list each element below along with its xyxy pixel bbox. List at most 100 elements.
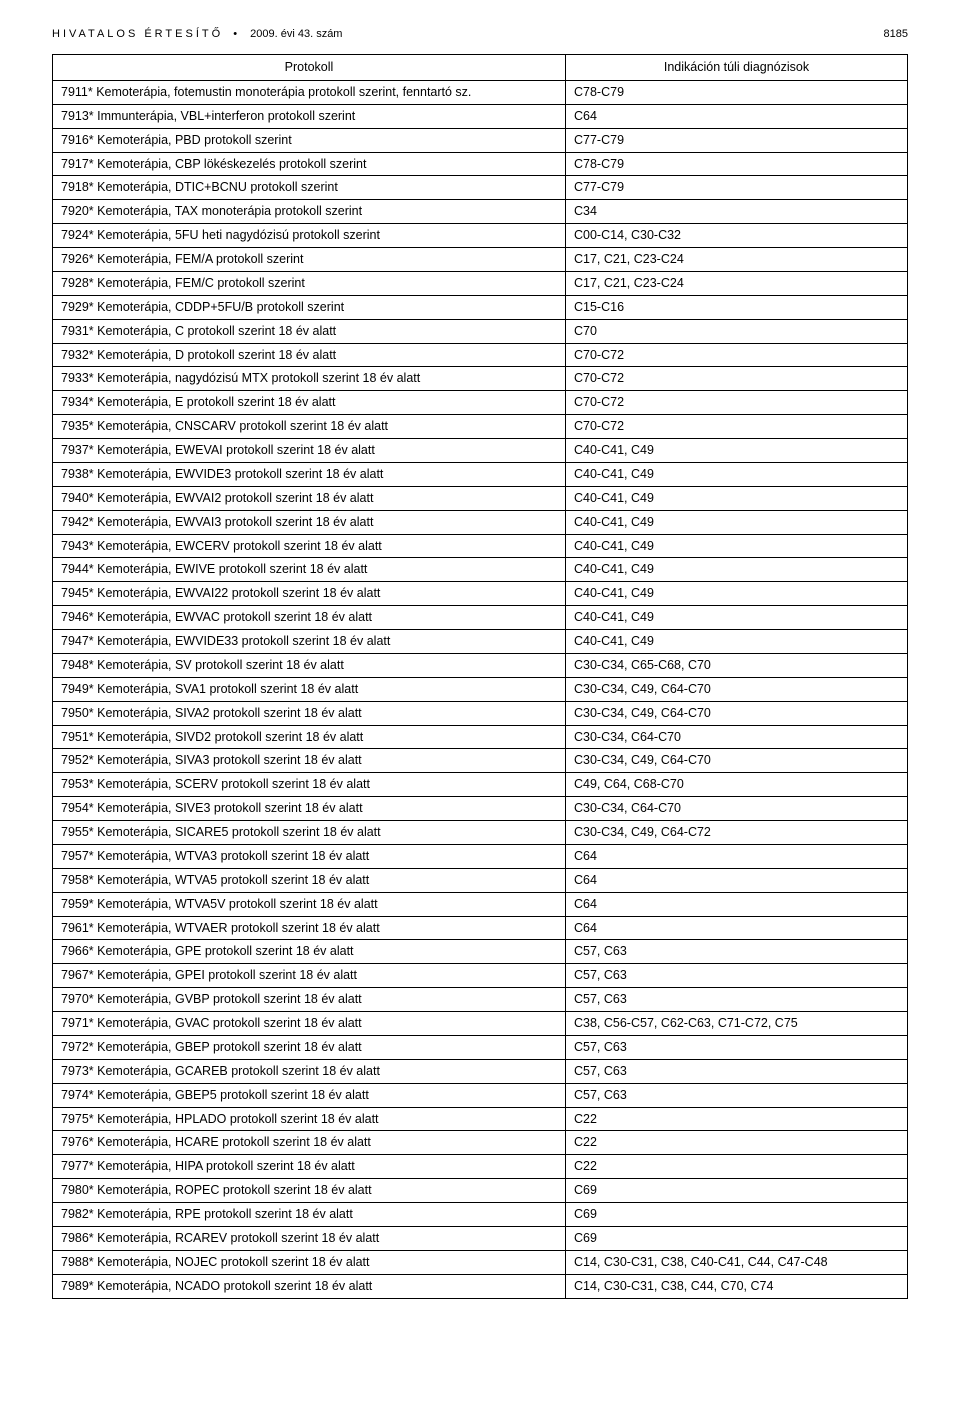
cell-diagnozisok: C14, C30-C31, C38, C44, C70, C74 — [566, 1274, 908, 1298]
table-row: 7977* Kemoterápia, HIPA protokoll szerin… — [53, 1155, 908, 1179]
document-page: HIVATALOS ÉRTESÍTŐ • 2009. évi 43. szám … — [0, 0, 960, 1339]
cell-protokoll: 7945* Kemoterápia, EWVAI22 protokoll sze… — [53, 582, 566, 606]
cell-protokoll: 7937* Kemoterápia, EWEVAI protokoll szer… — [53, 439, 566, 463]
cell-diagnozisok: C78-C79 — [566, 152, 908, 176]
cell-protokoll: 7920* Kemoterápia, TAX monoterápia proto… — [53, 200, 566, 224]
cell-diagnozisok: C57, C63 — [566, 1059, 908, 1083]
cell-protokoll: 7928* Kemoterápia, FEM/C protokoll szeri… — [53, 271, 566, 295]
table-row: 7933* Kemoterápia, nagydózisú MTX protok… — [53, 367, 908, 391]
cell-diagnozisok: C40-C41, C49 — [566, 486, 908, 510]
table-row: 7947* Kemoterápia, EWVIDE33 protokoll sz… — [53, 630, 908, 654]
cell-diagnozisok: C57, C63 — [566, 1035, 908, 1059]
cell-diagnozisok: C57, C63 — [566, 1083, 908, 1107]
cell-protokoll: 7931* Kemoterápia, C protokoll szerint 1… — [53, 319, 566, 343]
cell-protokoll: 7976* Kemoterápia, HCARE protokoll szeri… — [53, 1131, 566, 1155]
cell-diagnozisok: C70-C72 — [566, 391, 908, 415]
table-row: 7955* Kemoterápia, SICARE5 protokoll sze… — [53, 821, 908, 845]
table-row: 7971* Kemoterápia, GVAC protokoll szerin… — [53, 1012, 908, 1036]
table-row: 7973* Kemoterápia, GCAREB protokoll szer… — [53, 1059, 908, 1083]
cell-protokoll: 7961* Kemoterápia, WTVAER protokoll szer… — [53, 916, 566, 940]
cell-protokoll: 7952* Kemoterápia, SIVA3 protokoll szeri… — [53, 749, 566, 773]
cell-protokoll: 7938* Kemoterápia, EWVIDE3 protokoll sze… — [53, 462, 566, 486]
cell-protokoll: 7916* Kemoterápia, PBD protokoll szerint — [53, 128, 566, 152]
cell-protokoll: 7950* Kemoterápia, SIVA2 protokoll szeri… — [53, 701, 566, 725]
table-row: 7986* Kemoterápia, RCAREV protokoll szer… — [53, 1226, 908, 1250]
table-row: 7952* Kemoterápia, SIVA3 protokoll szeri… — [53, 749, 908, 773]
cell-diagnozisok: C40-C41, C49 — [566, 462, 908, 486]
cell-diagnozisok: C77-C79 — [566, 128, 908, 152]
cell-diagnozisok: C15-C16 — [566, 295, 908, 319]
cell-diagnozisok: C00-C14, C30-C32 — [566, 224, 908, 248]
cell-diagnozisok: C40-C41, C49 — [566, 510, 908, 534]
cell-protokoll: 7917* Kemoterápia, CBP lökéskezelés prot… — [53, 152, 566, 176]
cell-protokoll: 7953* Kemoterápia, SCERV protokoll szeri… — [53, 773, 566, 797]
table-row: 7953* Kemoterápia, SCERV protokoll szeri… — [53, 773, 908, 797]
table-row: 7920* Kemoterápia, TAX monoterápia proto… — [53, 200, 908, 224]
cell-diagnozisok: C64 — [566, 868, 908, 892]
publication-title: HIVATALOS ÉRTESÍTŐ — [52, 28, 223, 40]
cell-diagnozisok: C69 — [566, 1203, 908, 1227]
col-protokoll: Protokoll — [53, 55, 566, 81]
cell-protokoll: 7935* Kemoterápia, CNSCARV protokoll sze… — [53, 415, 566, 439]
cell-protokoll: 7942* Kemoterápia, EWVAI3 protokoll szer… — [53, 510, 566, 534]
cell-protokoll: 7970* Kemoterápia, GVBP protokoll szerin… — [53, 988, 566, 1012]
cell-diagnozisok: C40-C41, C49 — [566, 439, 908, 463]
cell-protokoll: 7947* Kemoterápia, EWVIDE33 protokoll sz… — [53, 630, 566, 654]
protocol-table: Protokoll Indikáción túli diagnózisok 79… — [52, 54, 908, 1299]
table-row: 7928* Kemoterápia, FEM/C protokoll szeri… — [53, 271, 908, 295]
cell-diagnozisok: C30-C34, C49, C64-C70 — [566, 677, 908, 701]
table-row: 7932* Kemoterápia, D protokoll szerint 1… — [53, 343, 908, 367]
cell-diagnozisok: C40-C41, C49 — [566, 582, 908, 606]
cell-protokoll: 7948* Kemoterápia, SV protokoll szerint … — [53, 653, 566, 677]
cell-diagnozisok: C40-C41, C49 — [566, 630, 908, 654]
table-row: 7949* Kemoterápia, SVA1 protokoll szerin… — [53, 677, 908, 701]
cell-protokoll: 7980* Kemoterápia, ROPEC protokoll szeri… — [53, 1179, 566, 1203]
table-row: 7967* Kemoterápia, GPEI protokoll szerin… — [53, 964, 908, 988]
cell-diagnozisok: C57, C63 — [566, 964, 908, 988]
cell-diagnozisok: C40-C41, C49 — [566, 606, 908, 630]
cell-protokoll: 7957* Kemoterápia, WTVA3 protokoll szeri… — [53, 844, 566, 868]
cell-protokoll: 7974* Kemoterápia, GBEP5 protokoll szeri… — [53, 1083, 566, 1107]
table-row: 7988* Kemoterápia, NOJEC protokoll szeri… — [53, 1250, 908, 1274]
cell-protokoll: 7943* Kemoterápia, EWCERV protokoll szer… — [53, 534, 566, 558]
table-row: 7972* Kemoterápia, GBEP protokoll szerin… — [53, 1035, 908, 1059]
cell-diagnozisok: C30-C34, C49, C64-C72 — [566, 821, 908, 845]
cell-protokoll: 7958* Kemoterápia, WTVA5 protokoll szeri… — [53, 868, 566, 892]
table-row: 7976* Kemoterápia, HCARE protokoll szeri… — [53, 1131, 908, 1155]
cell-protokoll: 7959* Kemoterápia, WTVA5V protokoll szer… — [53, 892, 566, 916]
cell-protokoll: 7951* Kemoterápia, SIVD2 protokoll szeri… — [53, 725, 566, 749]
cell-diagnozisok: C64 — [566, 916, 908, 940]
cell-diagnozisok: C78-C79 — [566, 80, 908, 104]
table-row: 7917* Kemoterápia, CBP lökéskezelés prot… — [53, 152, 908, 176]
cell-diagnozisok: C77-C79 — [566, 176, 908, 200]
cell-protokoll: 7986* Kemoterápia, RCAREV protokoll szer… — [53, 1226, 566, 1250]
table-row: 7961* Kemoterápia, WTVAER protokoll szer… — [53, 916, 908, 940]
cell-diagnozisok: C40-C41, C49 — [566, 534, 908, 558]
cell-diagnozisok: C30-C34, C64-C70 — [566, 797, 908, 821]
cell-diagnozisok: C17, C21, C23-C24 — [566, 248, 908, 272]
cell-diagnozisok: C22 — [566, 1155, 908, 1179]
cell-protokoll: 7989* Kemoterápia, NCADO protokoll szeri… — [53, 1274, 566, 1298]
bullet-icon: • — [233, 28, 240, 40]
table-row: 7957* Kemoterápia, WTVA3 protokoll szeri… — [53, 844, 908, 868]
cell-diagnozisok: C34 — [566, 200, 908, 224]
col-diagnozisok: Indikáción túli diagnózisok — [566, 55, 908, 81]
cell-protokoll: 7934* Kemoterápia, E protokoll szerint 1… — [53, 391, 566, 415]
table-row: 7951* Kemoterápia, SIVD2 protokoll szeri… — [53, 725, 908, 749]
table-header-row: Protokoll Indikáción túli diagnózisok — [53, 55, 908, 81]
cell-diagnozisok: C38, C56-C57, C62-C63, C71-C72, C75 — [566, 1012, 908, 1036]
cell-protokoll: 7933* Kemoterápia, nagydózisú MTX protok… — [53, 367, 566, 391]
cell-protokoll: 7972* Kemoterápia, GBEP protokoll szerin… — [53, 1035, 566, 1059]
table-row: 7911* Kemoterápia, fotemustin monoterápi… — [53, 80, 908, 104]
header-left: HIVATALOS ÉRTESÍTŐ • 2009. évi 43. szám — [52, 28, 342, 40]
cell-diagnozisok: C49, C64, C68-C70 — [566, 773, 908, 797]
table-row: 7975* Kemoterápia, HPLADO protokoll szer… — [53, 1107, 908, 1131]
cell-protokoll: 7940* Kemoterápia, EWVAI2 protokoll szer… — [53, 486, 566, 510]
cell-protokoll: 7988* Kemoterápia, NOJEC protokoll szeri… — [53, 1250, 566, 1274]
cell-protokoll: 7929* Kemoterápia, CDDP+5FU/B protokoll … — [53, 295, 566, 319]
table-row: 7946* Kemoterápia, EWVAC protokoll szeri… — [53, 606, 908, 630]
cell-diagnozisok: C30-C34, C49, C64-C70 — [566, 749, 908, 773]
page-number: 8185 — [884, 28, 908, 40]
cell-protokoll: 7967* Kemoterápia, GPEI protokoll szerin… — [53, 964, 566, 988]
table-row: 7913* Immunterápia, VBL+interferon proto… — [53, 104, 908, 128]
